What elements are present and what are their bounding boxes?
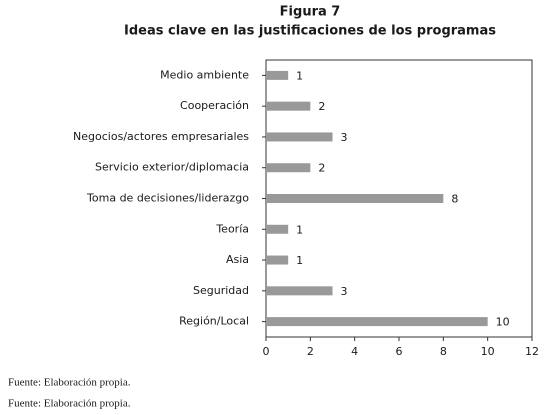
data-label: 1 [296, 254, 303, 267]
chart-title: Figura 7 [280, 5, 341, 20]
x-tick-label: 2 [307, 345, 314, 358]
chart-subtitle: Ideas clave en las justificaciones de lo… [124, 24, 496, 39]
data-label: 3 [341, 131, 348, 144]
y-tick-label: Medio ambiente [160, 68, 249, 81]
y-tick-label: Cooperación [180, 99, 249, 112]
x-tick-label: 0 [263, 345, 270, 358]
bar [266, 101, 311, 111]
data-label: 2 [318, 100, 325, 113]
x-tick-label: 10 [481, 345, 495, 358]
y-tick-label: Seguridad [193, 284, 249, 297]
x-tick-label: 8 [440, 345, 447, 358]
y-tick-label: Asia [226, 253, 249, 266]
x-tick-label: 4 [351, 345, 358, 358]
y-tick-label: Toma de decisiones/liderazgo [86, 192, 249, 205]
source-note: Fuente: Elaboración propia. [8, 398, 131, 410]
bar [266, 163, 311, 173]
source-note: Fuente: Elaboración propia. [8, 377, 131, 389]
bar [266, 224, 289, 234]
data-label: 3 [341, 285, 348, 298]
y-tick-label: Región/Local [179, 315, 249, 328]
y-tick-label: Servicio exterior/diplomacia [95, 161, 249, 174]
bar [266, 132, 333, 142]
data-label: 1 [296, 69, 303, 82]
bar [266, 255, 289, 265]
data-label: 8 [451, 193, 458, 206]
bar [266, 317, 488, 327]
data-label: 1 [296, 223, 303, 236]
x-tick-label: 6 [396, 345, 403, 358]
y-tick-label: Teoría [215, 222, 249, 235]
bar [266, 70, 289, 80]
data-label: 10 [496, 316, 510, 329]
data-label: 2 [318, 162, 325, 175]
x-tick-label: 12 [525, 345, 539, 358]
bar [266, 194, 444, 203]
y-tick-label: Negocios/actores empresariales [73, 130, 249, 143]
bar [266, 286, 333, 296]
